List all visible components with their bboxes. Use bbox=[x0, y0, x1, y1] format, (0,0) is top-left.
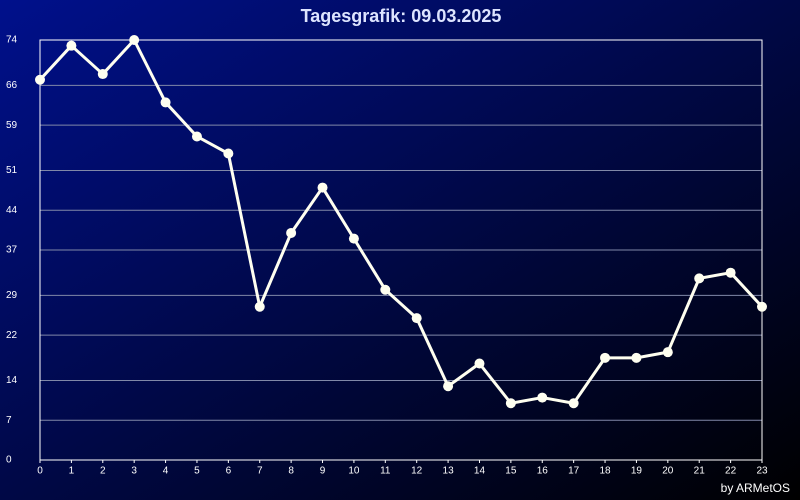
marks bbox=[35, 35, 767, 409]
y-tick-label: 44 bbox=[6, 205, 18, 216]
data-point bbox=[411, 313, 422, 324]
x-tick-label: 1 bbox=[69, 466, 75, 477]
data-point bbox=[348, 233, 359, 244]
x-tick-label: 14 bbox=[474, 466, 486, 477]
data-point bbox=[129, 35, 140, 45]
y-tick-label: 7 bbox=[6, 415, 12, 426]
data-point bbox=[286, 227, 297, 238]
x-tick-label: 5 bbox=[194, 466, 200, 477]
y-tick-label: 22 bbox=[6, 330, 18, 341]
data-point bbox=[317, 182, 328, 193]
x-tick-label: 16 bbox=[537, 466, 549, 477]
x-tick-label: 4 bbox=[163, 466, 169, 477]
plot-frame bbox=[39, 39, 763, 461]
x-tick-label: 6 bbox=[226, 466, 232, 477]
data-point bbox=[600, 352, 611, 363]
data-point bbox=[568, 398, 579, 409]
data-point bbox=[223, 148, 234, 159]
y-tick-label: 66 bbox=[6, 80, 18, 91]
data-point bbox=[254, 301, 265, 312]
x-tick-label: 9 bbox=[320, 466, 326, 477]
data-point bbox=[631, 352, 642, 363]
x-tick-label: 15 bbox=[505, 466, 517, 477]
y-tick-label: 51 bbox=[6, 165, 18, 176]
x-tick-label: 19 bbox=[631, 466, 643, 477]
x-tick-label: 23 bbox=[756, 466, 768, 477]
x-tick-label: 10 bbox=[348, 466, 360, 477]
data-point bbox=[443, 381, 454, 392]
footer: by ARMetOS bbox=[721, 481, 790, 495]
x-tick-label: 20 bbox=[662, 466, 674, 477]
y-tick-label: 59 bbox=[6, 120, 18, 131]
data-point bbox=[191, 131, 202, 142]
data-point bbox=[537, 392, 548, 403]
data-point bbox=[694, 273, 705, 284]
x-tick-label: 3 bbox=[131, 466, 137, 477]
x-tick-label: 17 bbox=[568, 466, 580, 477]
x-tick-label: 11 bbox=[380, 466, 391, 477]
chart-title: Tagesgrafik: 09.03.2025 bbox=[301, 6, 502, 26]
y-tick-label: 0 bbox=[6, 455, 12, 466]
data-point bbox=[474, 358, 485, 369]
y-tick-label: 14 bbox=[6, 375, 18, 386]
data-point bbox=[725, 267, 736, 278]
x-tick-label: 7 bbox=[257, 466, 263, 477]
y-tick-label: 37 bbox=[6, 245, 18, 256]
x-tick-label: 18 bbox=[599, 466, 611, 477]
y-tick-label: 29 bbox=[6, 290, 18, 301]
x-tick-label: 12 bbox=[411, 466, 423, 477]
data-point bbox=[66, 40, 77, 51]
data-point bbox=[662, 347, 673, 358]
series-line bbox=[38, 38, 764, 405]
x-tick-label: 8 bbox=[288, 466, 294, 477]
data-point bbox=[160, 97, 171, 108]
x-tick-label: 0 bbox=[37, 466, 43, 477]
x-tick-label: 21 bbox=[694, 466, 706, 477]
data-point bbox=[505, 398, 516, 409]
x-tick-label: 22 bbox=[725, 466, 737, 477]
data-point bbox=[380, 284, 391, 295]
x-tick-label: 13 bbox=[443, 466, 455, 477]
data-point bbox=[35, 74, 45, 85]
y-tick-label: 74 bbox=[6, 35, 18, 46]
x-tick-label: 2 bbox=[100, 466, 106, 477]
data-point bbox=[97, 69, 108, 80]
data-point bbox=[757, 301, 767, 312]
